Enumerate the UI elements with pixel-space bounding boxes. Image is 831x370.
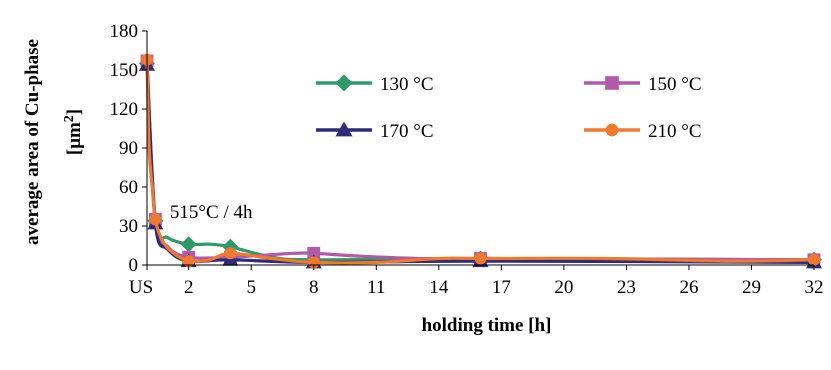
legend-marker [605,76,619,90]
y-axis-title-line2: [μm2] [62,109,85,155]
legend-label: 150 °C [648,74,702,95]
y-tick-label: 150 [110,60,139,81]
x-tick-label: 14 [429,277,449,298]
data-point [474,252,487,265]
legend-label: 170 °C [380,121,434,142]
series-line [145,63,816,265]
data-point [224,247,237,260]
y-tick-label: 90 [119,138,138,159]
x-tick-label: 8 [309,277,319,298]
annotation: 515°C / 4h [170,202,253,223]
y-tick-label: 180 [110,21,139,42]
x-axis-title: holding time [h] [422,315,552,336]
x-tick-label: 29 [742,277,761,298]
data-point [182,255,195,268]
series-line [145,59,816,262]
x-tick-label: 26 [679,277,698,298]
legend-item: 130 °C [316,74,434,95]
x-tick-label: US [129,277,153,298]
data-point [180,236,197,253]
legend-item: 210 °C [584,121,702,142]
series-line [145,61,816,262]
x-tick-label: 20 [554,277,573,298]
y-tick-label: 120 [110,99,139,120]
x-tick-label: 23 [617,277,636,298]
y-tick-label: 60 [119,177,138,198]
x-tick-label: 2 [184,277,194,298]
legend-marker [605,123,619,137]
legend-marker [335,121,353,137]
y-tick-label: 0 [129,255,139,276]
y-tick-label: 30 [119,216,138,237]
x-tick-label: 32 [805,277,824,298]
x-tick-label: 11 [367,277,385,298]
series-line [145,58,816,265]
legend-item: 150 °C [584,74,702,95]
series-square [140,54,821,267]
series-diamond [139,55,822,268]
legend-label: 210 °C [648,121,702,142]
data-point [808,253,820,266]
legend: 130 °C 150 °C 170 °C 210 °C [316,74,702,142]
legend-item: 170 °C [316,121,434,142]
y-axis-title-line1: average area of Cu-phase [22,39,43,245]
series-circle [141,53,820,269]
data-point [149,213,162,226]
legend-marker [335,74,353,92]
data-point [307,246,321,260]
x-tick-label: 5 [246,277,256,298]
series-triangle [139,56,822,269]
x-tick-label: 17 [492,277,511,298]
legend-label: 130 °C [380,74,434,95]
y-axis-unit-superscript: 2 [62,115,77,122]
